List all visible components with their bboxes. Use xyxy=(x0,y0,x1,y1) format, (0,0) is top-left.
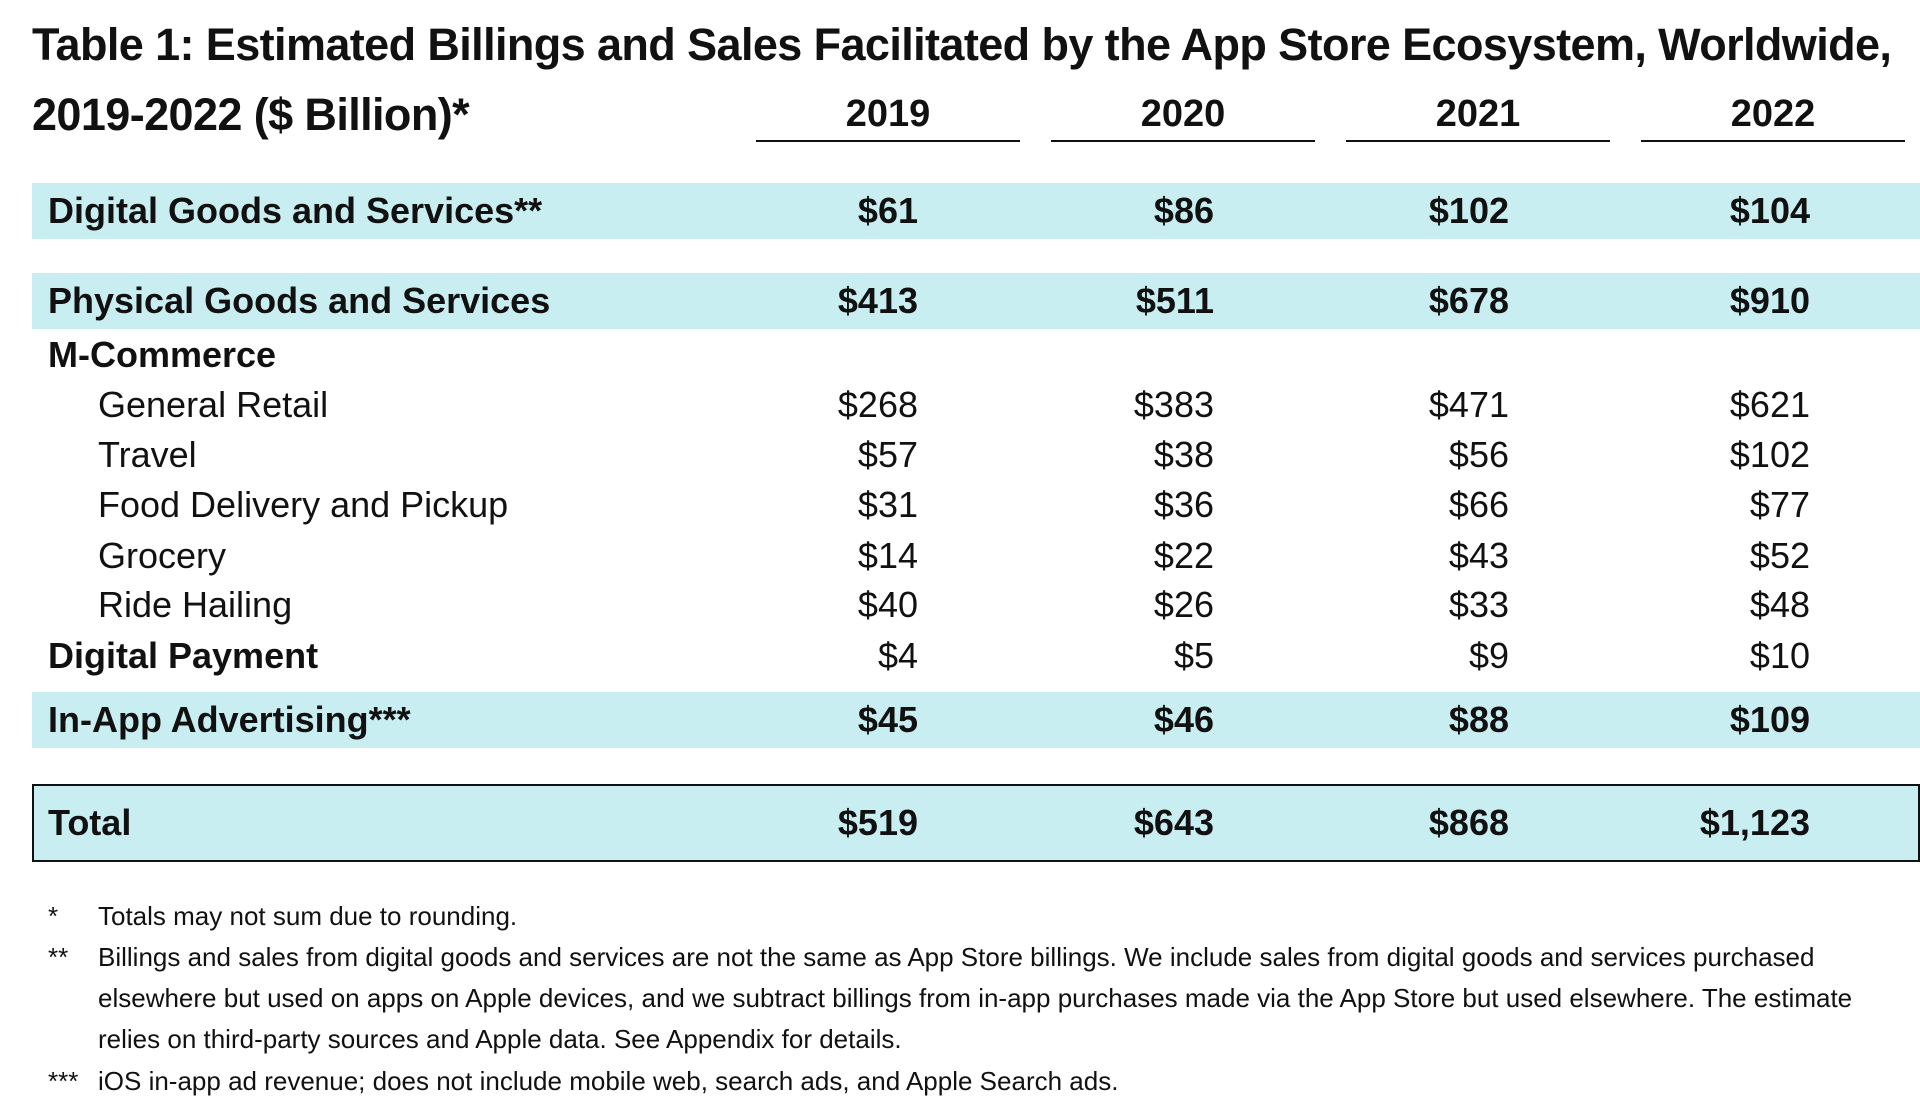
cell-2019: $14 xyxy=(857,535,918,576)
highlight-band-in-app-advertising xyxy=(32,692,1920,748)
cell-2020: $26 xyxy=(1153,584,1214,625)
cell-2020: $643 xyxy=(1133,802,1214,843)
row-label: General Retail xyxy=(98,384,329,425)
row-label: Physical Goods and Services xyxy=(48,280,551,321)
cell-2020: $86 xyxy=(1153,190,1214,231)
highlight-band-digital-goods xyxy=(32,183,1920,239)
cell-2022: $621 xyxy=(1729,384,1810,425)
highlight-band-physical-goods xyxy=(32,273,1920,329)
footnote-mark: *** xyxy=(48,1066,79,1096)
row-label: Digital Goods and Services** xyxy=(48,190,543,231)
cell-2019: $40 xyxy=(857,584,918,625)
table-title-line-2: 2019-2022 ($ Billion)* xyxy=(32,89,470,140)
cell-2020: $22 xyxy=(1153,535,1214,576)
table-row-digital-payment: Digital Payment $4 $5 $9 $10 xyxy=(0,631,1920,681)
year-header-rule xyxy=(1641,140,1905,142)
row-label: M-Commerce xyxy=(48,334,277,375)
table-row-in-app-advertising: In-App Advertising*** $45 $46 $88 $109 xyxy=(0,695,1920,745)
table-row-digital-goods: Digital Goods and Services** $61 $86 $10… xyxy=(0,186,1920,236)
cell-2022: $77 xyxy=(1749,484,1810,525)
cell-2020: $36 xyxy=(1153,484,1214,525)
cell-2022: $1,123 xyxy=(1699,802,1810,843)
cell-2021: $43 xyxy=(1448,535,1509,576)
cell-2021: $9 xyxy=(1468,635,1509,676)
table-row-total: Total $519 $643 $868 $1,123 xyxy=(0,798,1920,848)
row-label: In-App Advertising*** xyxy=(48,699,411,740)
cell-2020: $46 xyxy=(1153,699,1214,740)
cell-2019: $4 xyxy=(877,635,918,676)
year-header-2022: 2022 xyxy=(1730,93,1816,135)
cell-2019: $57 xyxy=(857,434,918,475)
table-row-grocery: Grocery $14 $22 $43 $52 xyxy=(0,531,1920,581)
cell-2022: $910 xyxy=(1729,280,1810,321)
cell-2019: $61 xyxy=(857,190,918,231)
row-label: Ride Hailing xyxy=(98,584,293,625)
table-title-line-1: Table 1: Estimated Billings and Sales Fa… xyxy=(32,19,1892,70)
row-label: Digital Payment xyxy=(48,635,319,676)
year-header-rule xyxy=(1051,140,1315,142)
cell-2019: $519 xyxy=(837,802,918,843)
year-header-2019: 2019 xyxy=(845,93,931,135)
row-label: Total xyxy=(48,802,132,843)
cell-2022: $48 xyxy=(1749,584,1810,625)
cell-2019: $45 xyxy=(857,699,918,740)
year-header-rule xyxy=(1346,140,1610,142)
cell-2022: $104 xyxy=(1729,190,1810,231)
cell-2022: $109 xyxy=(1729,699,1810,740)
cell-2020: $383 xyxy=(1133,384,1214,425)
cell-2019: $268 xyxy=(837,384,918,425)
footnote-text: Billings and sales from digital goods an… xyxy=(98,942,1853,1054)
cell-2021: $102 xyxy=(1428,190,1509,231)
cell-2021: $471 xyxy=(1428,384,1509,425)
cell-2022: $102 xyxy=(1729,434,1810,475)
cell-2021: $56 xyxy=(1448,434,1509,475)
table-row-m-commerce: M-Commerce xyxy=(0,330,1920,380)
table-row-travel: Travel $57 $38 $56 $102 xyxy=(0,430,1920,480)
row-label: Food Delivery and Pickup xyxy=(98,484,509,525)
footnote-text: Totals may not sum due to rounding. xyxy=(98,901,518,931)
highlight-band-total xyxy=(32,784,1920,862)
row-label: Travel xyxy=(98,434,197,475)
table-row-physical-goods: Physical Goods and Services $413 $511 $6… xyxy=(0,276,1920,326)
year-header-2021: 2021 xyxy=(1435,93,1521,135)
cell-2021: $678 xyxy=(1428,280,1509,321)
footnote-text: iOS in-app ad revenue; does not include … xyxy=(98,1066,1119,1096)
year-header-2020: 2020 xyxy=(1140,93,1226,135)
cell-2021: $33 xyxy=(1448,584,1509,625)
year-header-rule xyxy=(756,140,1020,142)
cell-2020: $5 xyxy=(1173,635,1214,676)
cell-2021: $66 xyxy=(1448,484,1509,525)
cell-2021: $868 xyxy=(1428,802,1509,843)
cell-2022: $52 xyxy=(1749,535,1810,576)
footnote-mark: ** xyxy=(48,942,69,972)
cell-2020: $511 xyxy=(1135,280,1214,321)
cell-2022: $10 xyxy=(1749,635,1810,676)
cell-2019: $413 xyxy=(837,280,918,321)
footnote-mark: * xyxy=(48,901,59,931)
cell-2021: $88 xyxy=(1448,699,1509,740)
cell-2019: $31 xyxy=(857,484,918,525)
row-label: Grocery xyxy=(98,535,227,576)
table-row-general-retail: General Retail $268 $383 $471 $621 xyxy=(0,380,1920,430)
cell-2020: $38 xyxy=(1153,434,1214,475)
table-row-ride-hailing: Ride Hailing $40 $26 $33 $48 xyxy=(0,580,1920,630)
table-row-food-delivery: Food Delivery and Pickup $31 $36 $66 $77 xyxy=(0,480,1920,530)
